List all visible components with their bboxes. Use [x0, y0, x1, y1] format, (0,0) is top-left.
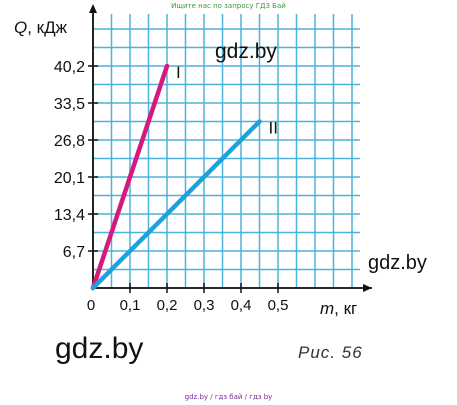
x-tick-label: 0,1 [120, 297, 141, 314]
origin-label: 0 [87, 297, 95, 314]
figure-caption: Рис. 56 [298, 343, 363, 362]
series-line-ii [90, 119, 262, 291]
y-tick-label: 33,5 [54, 96, 85, 113]
y-tick-label: 40,2 [54, 59, 85, 76]
series-line-i [90, 63, 170, 291]
x-tick-label: 0,4 [231, 297, 252, 314]
x-tick-label: 0,3 [194, 297, 215, 314]
watermark-big: gdz.by [55, 332, 144, 365]
y-tick-label: 13,4 [54, 207, 85, 224]
watermark-top: Ищите нас по запросу ГДЗ Бай [171, 2, 286, 10]
watermark-bottom: gdz.by / гдз бай / гдз by [184, 393, 273, 401]
y-tick-label: 20,1 [54, 170, 85, 187]
watermark-chart-1: gdz.by [215, 40, 277, 63]
y-tick-label: 26,8 [54, 133, 85, 150]
series-label-ii: II [269, 119, 278, 138]
x-axis-label: m, кг [320, 299, 357, 318]
y-tick-label: 6,7 [63, 244, 85, 261]
series-label-i: I [176, 63, 181, 82]
y-axis-label: Q, кДж [14, 18, 68, 37]
x-axis-arrow [363, 284, 372, 292]
x-tick-label: 0,5 [268, 297, 289, 314]
y-axis-arrow [89, 4, 97, 13]
watermark-chart-2: gdz.by [368, 252, 427, 274]
x-tick-label: 0,2 [157, 297, 178, 314]
